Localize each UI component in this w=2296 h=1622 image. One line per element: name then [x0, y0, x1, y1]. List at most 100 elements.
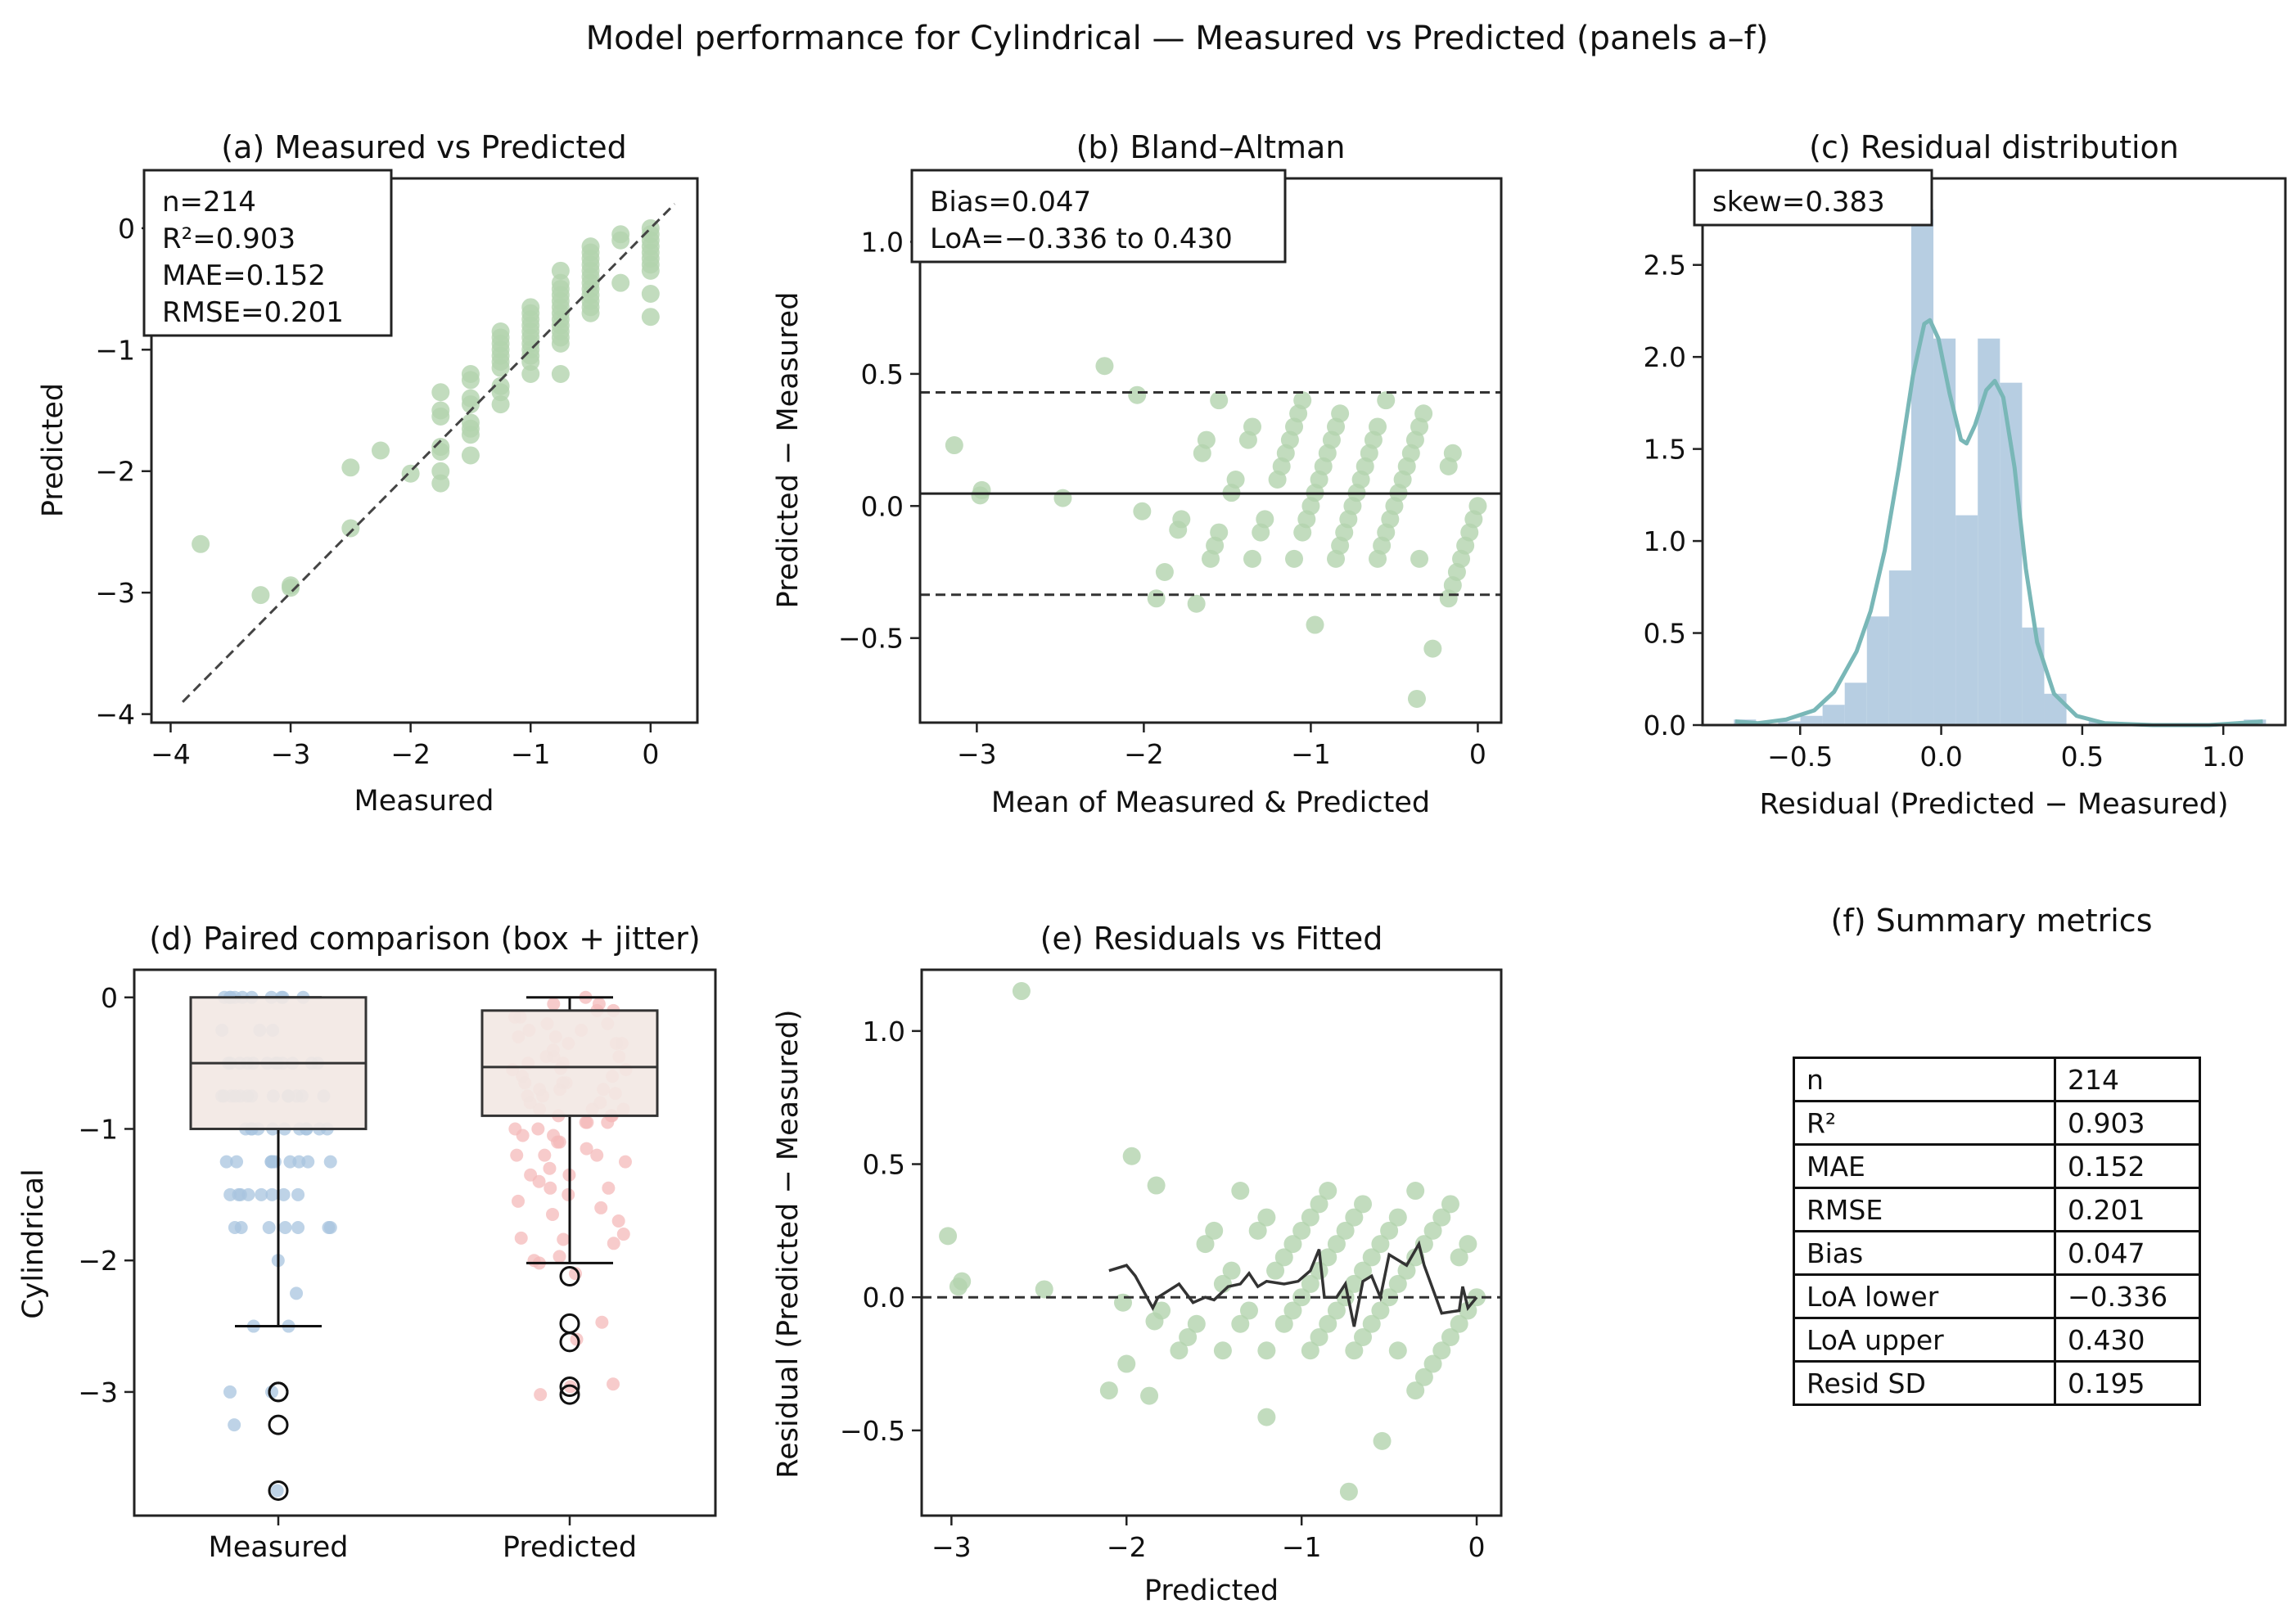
- panel-b-point: [1095, 357, 1114, 376]
- panel-d-predicted-jitter-point: [543, 1161, 557, 1175]
- figure-title: Model performance for Cylindrical — Meas…: [586, 20, 1769, 57]
- summary-row: Bias 0.047: [1793, 1230, 2201, 1276]
- panel-b-point: [945, 436, 963, 455]
- summary-metrics-table: n 214 R² 0.903 MAE 0.152 RMSE 0.201 Bias 0.047 LoA…: [1793, 1057, 2201, 1406]
- panel-c-xlabel: Residual (Predicted − Measured): [1759, 788, 2228, 821]
- panel-e-point: [1222, 1261, 1241, 1280]
- panel-e-point: [1231, 1314, 1250, 1333]
- panel-d-measured-jitter-point: [291, 1221, 305, 1235]
- panel-a-point: [461, 371, 480, 390]
- summary-row: LoA upper 0.430: [1793, 1317, 2201, 1363]
- panel-b-ylabel: Predicted − Measured: [772, 292, 805, 609]
- panel-e-point: [1117, 1354, 1136, 1373]
- panel-e-point: [1362, 1314, 1381, 1333]
- panel-e-point: [1441, 1328, 1459, 1347]
- panel-b-point: [1147, 589, 1166, 608]
- panel-a-point: [461, 446, 480, 465]
- panel-b-annotation-line: Bias=0.047: [930, 186, 1091, 219]
- panel-a-identity-line: [182, 203, 676, 703]
- summary-metric-value: 0.903: [2054, 1100, 2201, 1146]
- panel-e-point: [1373, 1431, 1392, 1450]
- summary-row: n 214: [1793, 1057, 2201, 1102]
- panel-a-point: [611, 231, 630, 250]
- panel-e-point: [1319, 1314, 1337, 1333]
- panel-e-point: [1179, 1328, 1198, 1347]
- panel-e-xtick-label: 0: [1468, 1531, 1486, 1563]
- panel-c-ytick-label: 1.5: [1644, 434, 1686, 466]
- summary-metric-name: MAE: [1793, 1143, 2056, 1189]
- panel-e-point: [1266, 1261, 1285, 1280]
- panel-e-point: [1231, 1182, 1250, 1201]
- summary-metric-value: 0.047: [2054, 1230, 2201, 1276]
- panel-e-point: [1301, 1208, 1319, 1227]
- panel-e-point: [1283, 1301, 1302, 1320]
- panel-e-point: [1414, 1367, 1433, 1386]
- panel-d-predicted-jitter-point: [557, 1232, 571, 1246]
- panel-d-predicted-jitter-point: [532, 1174, 546, 1188]
- panel-a-xtick-label: −1: [511, 738, 551, 770]
- panel-d-predicted-jitter-point: [616, 1228, 630, 1241]
- panel-d-predicted-jitter-point: [595, 1315, 609, 1329]
- panel-d-measured-jitter-point: [228, 1221, 241, 1235]
- panel-d-category-label: Measured: [209, 1531, 349, 1564]
- summary-row: RMSE 0.201: [1793, 1187, 2201, 1232]
- panel-e-point: [1170, 1341, 1189, 1360]
- summary-metric-name: n: [1793, 1057, 2056, 1102]
- panel-b-point: [1410, 549, 1429, 568]
- panel-d-ytick-label: −3: [78, 1376, 118, 1408]
- panel-e-point: [1327, 1301, 1346, 1320]
- panel-d-measured-jitter-point: [265, 1187, 279, 1201]
- panel-e-point: [1319, 1248, 1337, 1267]
- panel-e-xtick-label: −1: [1282, 1531, 1322, 1563]
- panel-a-ytick-label: −1: [95, 334, 135, 366]
- panel-d-measured-jitter-point: [277, 1187, 291, 1201]
- panel-a-frame: [150, 177, 699, 724]
- panel-d-predicted-jitter-point: [602, 1181, 616, 1195]
- panel-a-point: [491, 395, 510, 414]
- panel-b-point: [1327, 549, 1346, 568]
- panel-e-point: [1388, 1341, 1407, 1360]
- panel-b-annotation-line: LoA=−0.336 to 0.430: [930, 223, 1233, 255]
- panel-d-predicted-jitter-point: [618, 1155, 632, 1169]
- panel-c-kde-curve: [1734, 318, 2263, 728]
- panel-b-point: [1377, 391, 1396, 410]
- panel-e-point: [1371, 1301, 1390, 1320]
- panel-e-point: [1380, 1221, 1399, 1240]
- panel-e-point: [1310, 1328, 1328, 1347]
- panel-a-xlabel: Measured: [354, 785, 494, 818]
- panel-a-point: [641, 308, 660, 327]
- panel-d-measured-jitter-point: [219, 1155, 233, 1169]
- panel-e-point: [1432, 1341, 1451, 1360]
- panel-e-point: [1310, 1261, 1328, 1280]
- panel-c-histogram-bar: [2022, 627, 2045, 725]
- panel-d-measured-jitter-point: [262, 1221, 276, 1235]
- panel-d-measured-jitter-point: [228, 1418, 241, 1432]
- panel-e-point: [1035, 1280, 1053, 1299]
- panel-a-annotation-box: [142, 169, 393, 337]
- panel-c-histogram-bar: [1778, 721, 1801, 725]
- panel-a-point: [431, 442, 450, 461]
- panel-a-point: [431, 407, 450, 426]
- panel-b-point: [1169, 520, 1188, 539]
- panel-b-ytick-label: −0.5: [838, 623, 904, 655]
- panel-d-measured-jitter-point: [270, 1484, 284, 1498]
- panel-a-point: [371, 441, 390, 460]
- summary-metric-name: Resid SD: [1793, 1360, 2056, 1406]
- panel-d-predicted-jitter-point: [611, 1214, 625, 1228]
- panel-e-point: [1213, 1341, 1232, 1360]
- panel-c-frame: [1701, 177, 2287, 727]
- panel-c-histogram-bar: [1978, 338, 2001, 725]
- panel-c-xtick-label: 0.5: [2061, 741, 2104, 773]
- panel-d-predicted-outlier: [559, 1265, 580, 1286]
- panel-e-point: [1205, 1221, 1224, 1240]
- panel-e-point: [1339, 1482, 1358, 1501]
- panel-e-point: [1423, 1221, 1442, 1240]
- panel-d-measured-jitter-point: [323, 1155, 337, 1169]
- panel-e-point: [1406, 1381, 1425, 1400]
- panel-b-point: [1210, 391, 1229, 410]
- panel-c-histogram-bar: [1800, 715, 1823, 725]
- summary-metric-name: R²: [1793, 1100, 2056, 1146]
- panel-d-measured-jitter-point: [265, 1385, 279, 1399]
- panel-b-ytick-label: 0.5: [861, 358, 904, 390]
- panel-e-point: [1327, 1235, 1346, 1254]
